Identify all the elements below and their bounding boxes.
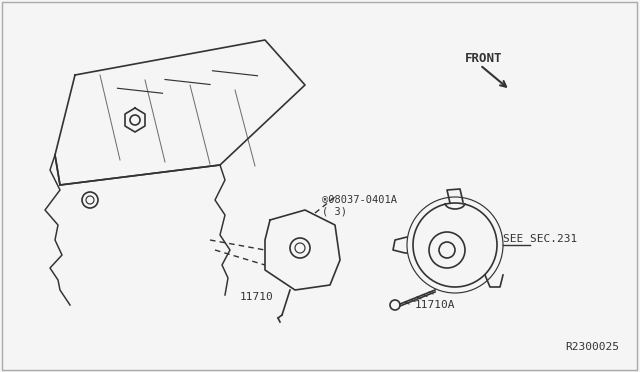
- Text: R2300025: R2300025: [565, 342, 619, 352]
- Text: ®08037-0401A
( 3): ®08037-0401A ( 3): [322, 195, 397, 217]
- Text: 11710A: 11710A: [415, 300, 456, 310]
- Text: 11710: 11710: [240, 292, 274, 302]
- Text: FRONT: FRONT: [465, 52, 502, 65]
- Text: SEE SEC.231: SEE SEC.231: [503, 234, 577, 244]
